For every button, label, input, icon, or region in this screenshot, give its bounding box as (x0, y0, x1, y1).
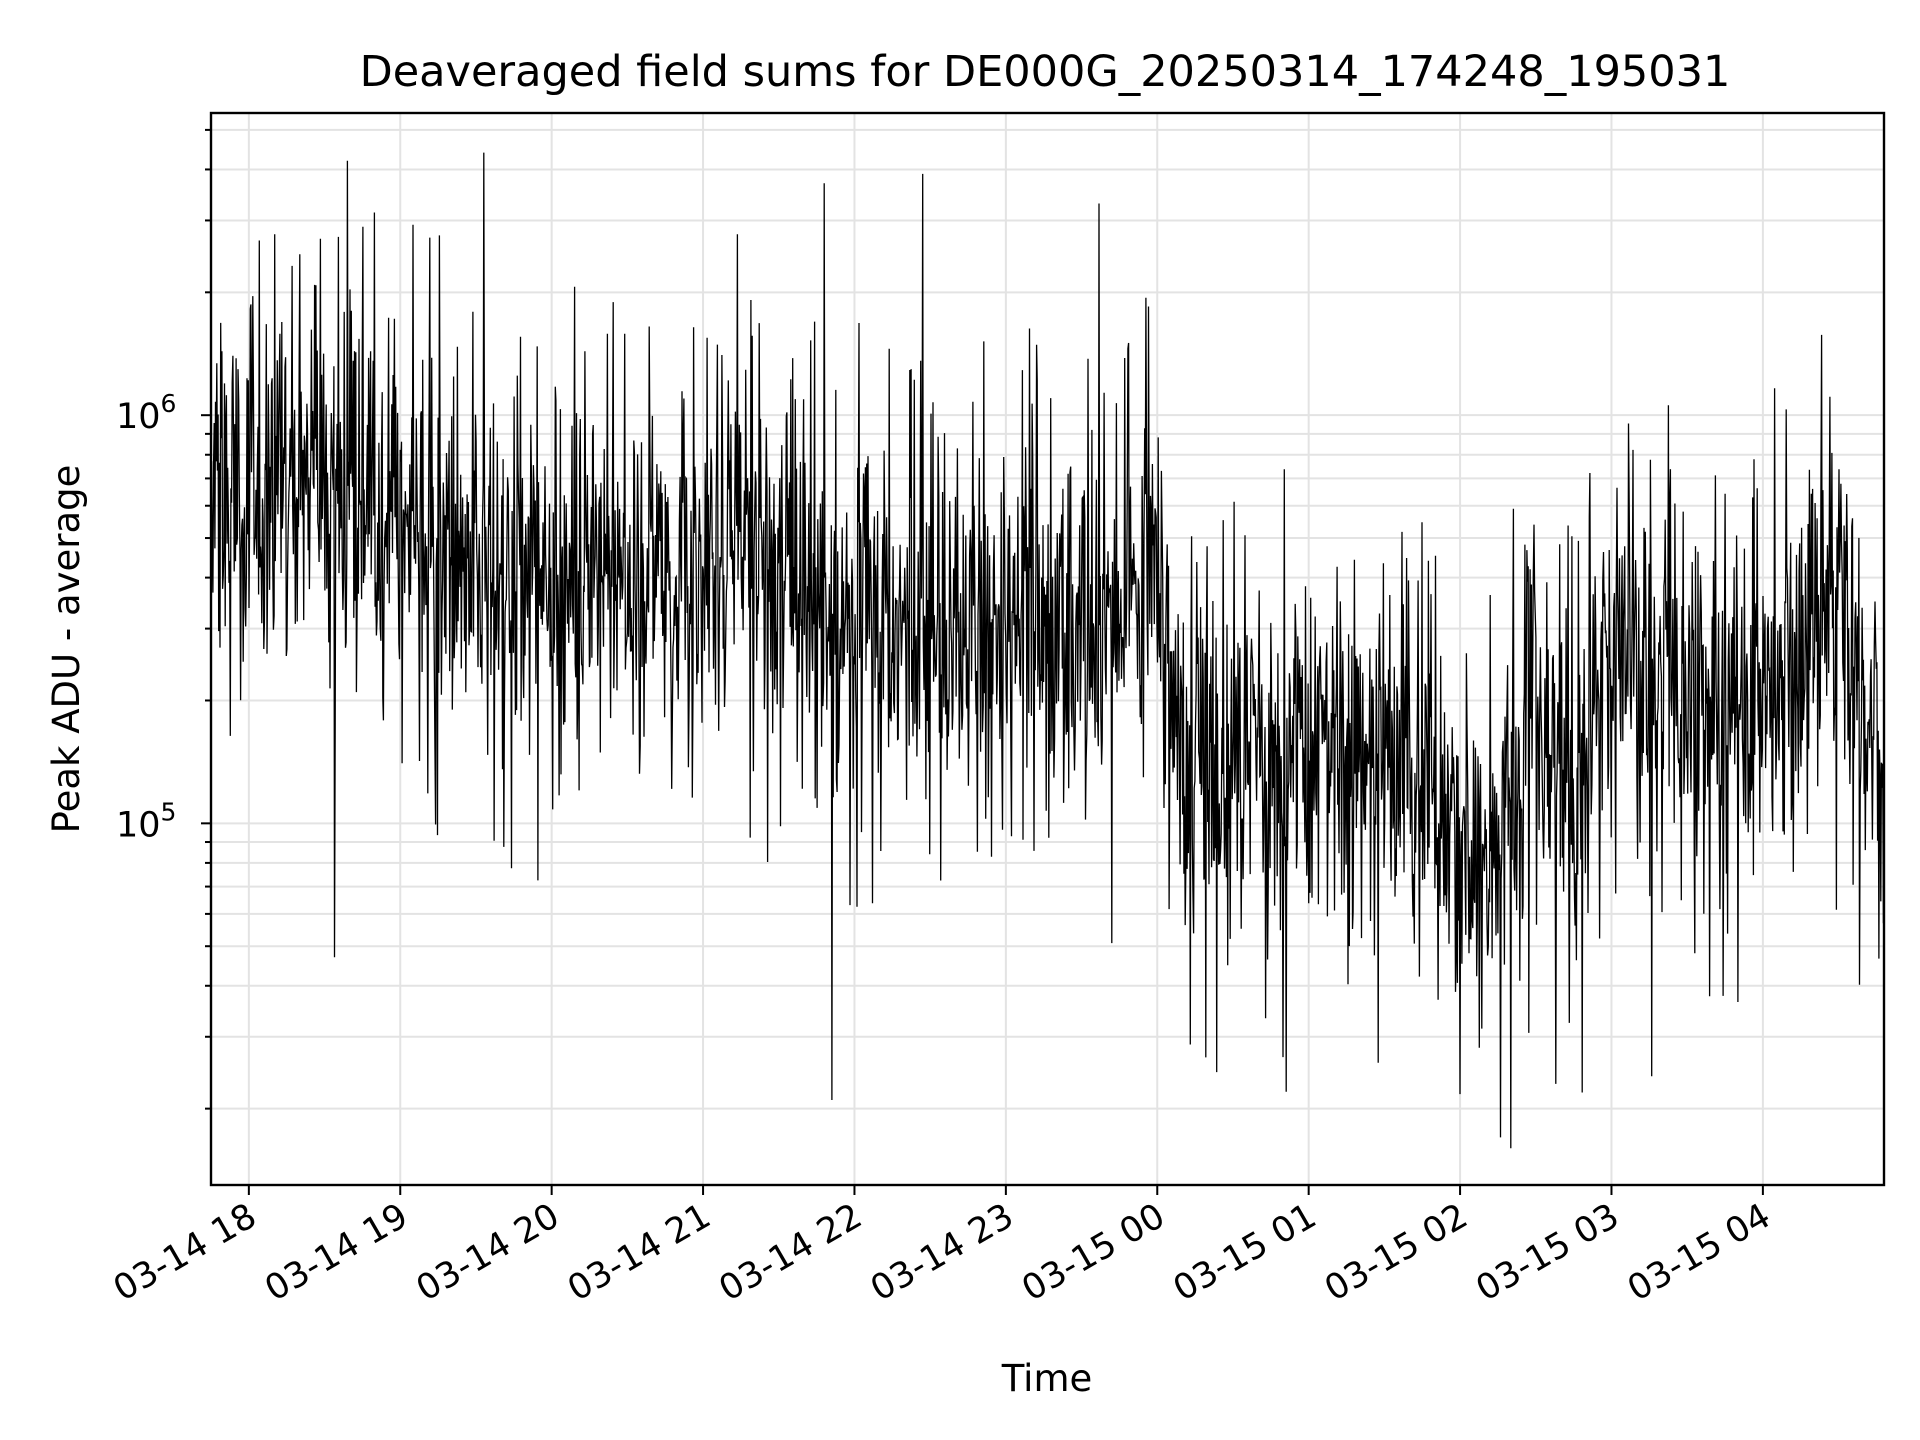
x-tick-label: 03-15 00 (1015, 1196, 1171, 1309)
plot-frame (209, 111, 1886, 1187)
x-tick-label: 03-14 21 (561, 1196, 717, 1309)
x-tick-label: 03-14 18 (107, 1196, 263, 1309)
chart-title: Deaveraged field sums for DE000G_2025031… (360, 47, 1731, 97)
x-tick-label: 03-14 23 (864, 1196, 1020, 1309)
x-tick-label: 03-15 02 (1318, 1196, 1474, 1309)
x-axis-label: Time (1001, 1357, 1093, 1400)
x-tick-label: 03-15 03 (1470, 1196, 1626, 1309)
y-tick-label: 105 (116, 797, 176, 845)
series-line (210, 152, 1885, 1149)
x-tick-label: 03-15 04 (1621, 1196, 1777, 1309)
y-tick-label: 106 (116, 389, 176, 437)
series-group (210, 152, 1885, 1149)
x-tick-label: 03-14 19 (258, 1196, 414, 1309)
x-tick-label: 03-14 22 (713, 1196, 869, 1309)
y-axis-label: Peak ADU - average (45, 465, 88, 834)
y-axis-ticks: 105 106 (116, 128, 211, 1110)
x-tick-label: 03-15 01 (1167, 1196, 1323, 1309)
x-tick-label: 03-14 20 (410, 1196, 566, 1309)
